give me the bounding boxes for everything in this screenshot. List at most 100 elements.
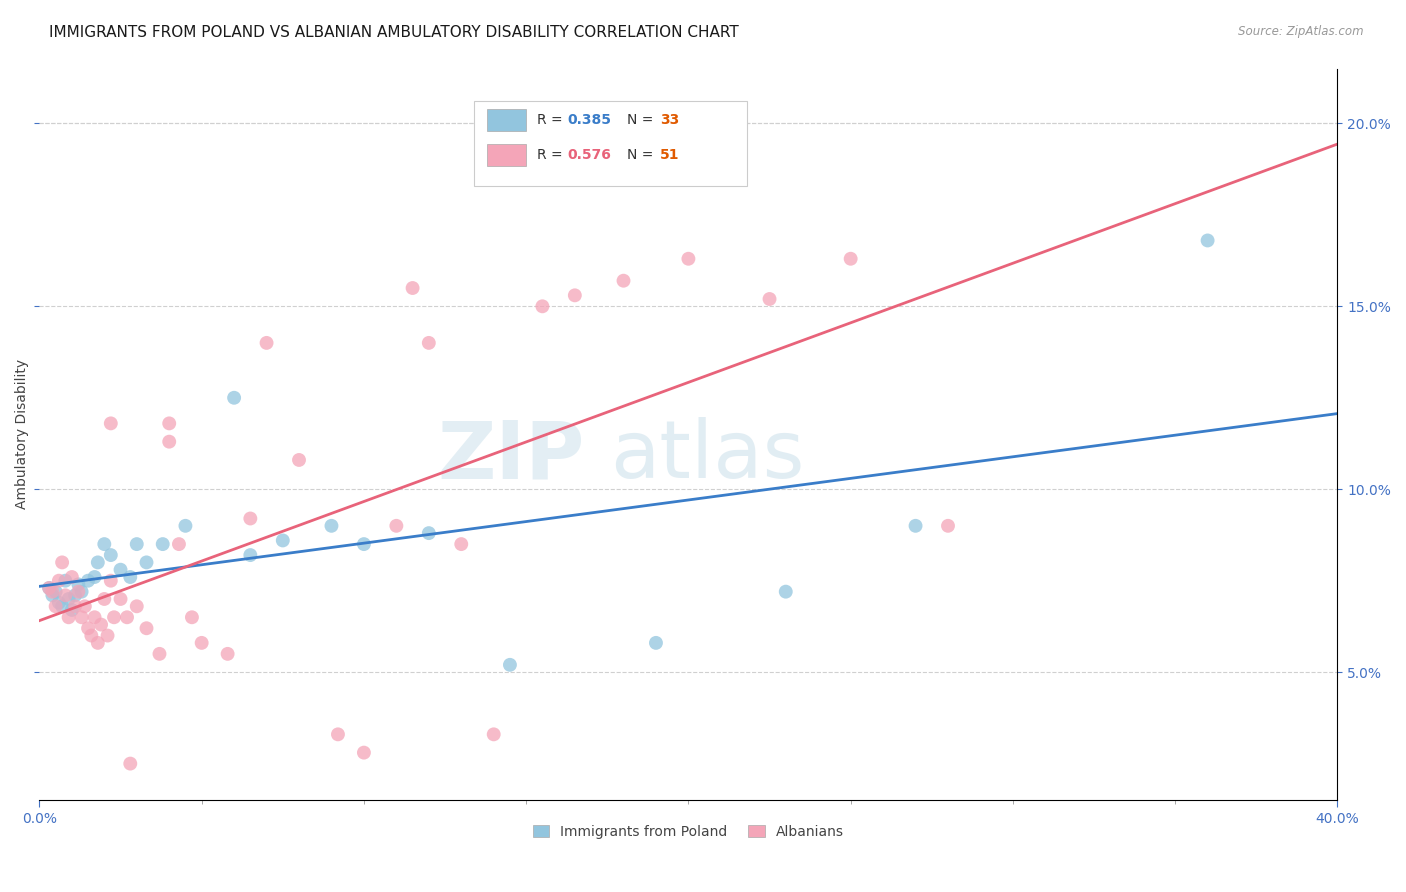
Point xyxy=(45,599,67,614)
Text: 0.576: 0.576 xyxy=(568,148,612,161)
Point xyxy=(353,537,375,551)
Point xyxy=(51,555,73,569)
Point xyxy=(775,584,797,599)
Point xyxy=(499,657,522,672)
Point xyxy=(1197,234,1219,248)
Point xyxy=(70,584,93,599)
Point xyxy=(256,335,278,350)
Point xyxy=(239,548,262,562)
Point xyxy=(936,518,959,533)
Point xyxy=(87,555,110,569)
Point xyxy=(38,581,60,595)
Point xyxy=(93,537,115,551)
Point xyxy=(77,621,100,635)
Point xyxy=(326,727,349,741)
Point xyxy=(353,746,375,760)
Text: atlas: atlas xyxy=(610,417,804,495)
Point xyxy=(93,591,115,606)
Point xyxy=(167,537,190,551)
Point xyxy=(531,299,554,313)
FancyBboxPatch shape xyxy=(488,144,526,166)
Point xyxy=(63,588,86,602)
Point xyxy=(564,288,586,302)
Point xyxy=(321,518,343,533)
Point xyxy=(190,636,212,650)
Point xyxy=(103,610,125,624)
FancyBboxPatch shape xyxy=(474,102,747,186)
Point xyxy=(418,526,440,541)
Point xyxy=(58,591,80,606)
Point xyxy=(110,563,132,577)
Point xyxy=(157,434,180,449)
Point xyxy=(97,629,120,643)
Point xyxy=(83,570,105,584)
Point xyxy=(83,610,105,624)
Point xyxy=(678,252,700,266)
Text: R =: R = xyxy=(537,148,567,161)
Point xyxy=(174,518,197,533)
Point xyxy=(135,555,157,569)
Point xyxy=(904,518,927,533)
Legend: Immigrants from Poland, Albanians: Immigrants from Poland, Albanians xyxy=(527,820,849,845)
Point xyxy=(148,647,170,661)
Point xyxy=(288,453,311,467)
Point xyxy=(115,610,138,624)
Point xyxy=(77,574,100,588)
Point xyxy=(152,537,174,551)
Point xyxy=(100,417,122,431)
Point xyxy=(80,629,103,643)
Point xyxy=(157,417,180,431)
Point xyxy=(53,588,76,602)
Point xyxy=(73,599,96,614)
Point xyxy=(48,574,70,588)
Point xyxy=(125,599,148,614)
Point xyxy=(60,603,83,617)
Point xyxy=(217,647,239,661)
Point xyxy=(41,588,63,602)
Text: ZIP: ZIP xyxy=(437,417,585,495)
Point xyxy=(271,533,294,548)
Point xyxy=(87,636,110,650)
Text: 0.385: 0.385 xyxy=(568,112,612,127)
Point xyxy=(239,511,262,525)
Point xyxy=(401,281,423,295)
Point xyxy=(120,570,142,584)
Point xyxy=(135,621,157,635)
Point xyxy=(645,636,668,650)
Point xyxy=(612,274,634,288)
Point xyxy=(385,518,408,533)
Point xyxy=(758,292,780,306)
Text: Source: ZipAtlas.com: Source: ZipAtlas.com xyxy=(1239,25,1364,38)
Text: 51: 51 xyxy=(659,148,679,161)
Point xyxy=(450,537,472,551)
Point xyxy=(120,756,142,771)
Point xyxy=(418,335,440,350)
Point xyxy=(67,577,90,591)
Point xyxy=(48,596,70,610)
Point xyxy=(70,610,93,624)
Text: IMMIGRANTS FROM POLAND VS ALBANIAN AMBULATORY DISABILITY CORRELATION CHART: IMMIGRANTS FROM POLAND VS ALBANIAN AMBUL… xyxy=(49,25,740,40)
Point xyxy=(839,252,862,266)
Point xyxy=(53,574,76,588)
Point xyxy=(181,610,204,624)
Point xyxy=(482,727,505,741)
Text: R =: R = xyxy=(537,112,567,127)
Text: N =: N = xyxy=(627,112,658,127)
Point xyxy=(67,584,90,599)
Text: 33: 33 xyxy=(659,112,679,127)
Point xyxy=(58,610,80,624)
Text: N =: N = xyxy=(627,148,658,161)
Point xyxy=(100,574,122,588)
Point xyxy=(100,548,122,562)
Point xyxy=(110,591,132,606)
FancyBboxPatch shape xyxy=(488,109,526,131)
Point xyxy=(60,570,83,584)
Point xyxy=(45,584,67,599)
Point xyxy=(41,584,63,599)
Point xyxy=(63,599,86,614)
Point xyxy=(125,537,148,551)
Point xyxy=(224,391,246,405)
Point xyxy=(51,599,73,614)
Point xyxy=(38,581,60,595)
Y-axis label: Ambulatory Disability: Ambulatory Disability xyxy=(15,359,30,509)
